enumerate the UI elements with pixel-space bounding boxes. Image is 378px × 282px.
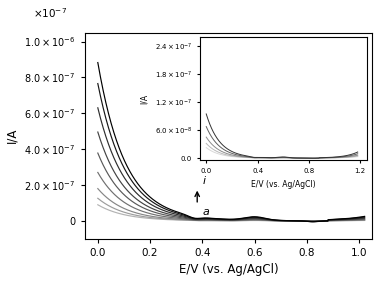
X-axis label: E/V (vs. Ag/AgCl): E/V (vs. Ag/AgCl) [179,263,279,276]
Text: i: i [203,177,206,186]
Text: a: a [203,208,209,217]
Y-axis label: I/A: I/A [6,128,19,143]
Text: $\times10^{-7}$: $\times10^{-7}$ [33,6,67,20]
